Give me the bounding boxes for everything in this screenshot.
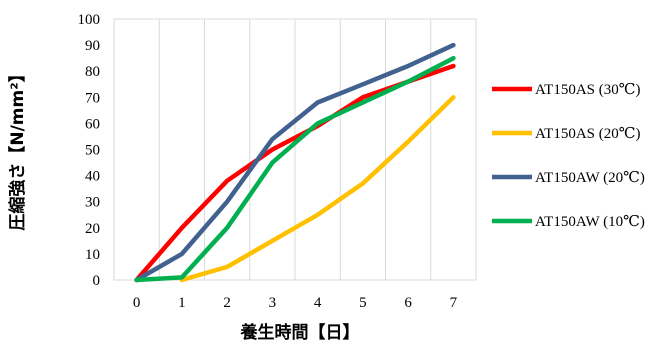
plot-border (113, 18, 477, 281)
axes (113, 18, 477, 281)
legend-label: AT150AS (30℃) (535, 82, 641, 98)
y-tick-label: 80 (85, 64, 100, 80)
series-line (134, 42, 456, 283)
y-tick-label: 100 (78, 12, 101, 28)
x-tick-label: 2 (223, 295, 231, 311)
series-line (134, 55, 456, 283)
x-tick-label: 4 (314, 295, 322, 311)
y-axis-label: 圧縮強さ【N/mm²】 (7, 65, 28, 230)
x-tick-label: 0 (133, 295, 141, 311)
y-tick-label: 30 (85, 195, 100, 211)
legend-label: AT150AW (20℃) (535, 170, 645, 186)
y-tick-label: 0 (93, 273, 101, 289)
legend: AT150AS (30℃) AT150AS (20℃) AT150AW (20℃) A… (492, 82, 645, 230)
series-line (179, 95, 456, 283)
legend-label: AT150AW (10℃) (535, 214, 645, 230)
x-tick-label: 7 (450, 295, 458, 311)
y-tick-label: 20 (85, 221, 100, 237)
x-axis-label: 養生時間【日】 (240, 322, 360, 343)
y-tick-label: 40 (85, 169, 100, 185)
y-tick-label: 70 (85, 90, 100, 106)
y-tick-labels: 0 10 20 30 40 50 60 70 80 90 100 (78, 12, 101, 289)
x-tick-labels: 0 1 2 3 4 5 6 7 (133, 295, 458, 311)
y-tick-label: 10 (85, 247, 100, 263)
x-tick-label: 3 (269, 295, 277, 311)
y-tick-label: 50 (85, 143, 100, 159)
x-tick-label: 6 (404, 295, 412, 311)
y-tick-label: 90 (85, 38, 100, 54)
series-lines (134, 42, 456, 283)
y-tick-label: 60 (85, 116, 100, 132)
x-tick-label: 5 (359, 295, 367, 311)
grid-lines (158, 19, 432, 280)
legend-label: AT150AS (20℃) (535, 126, 641, 142)
x-tick-label: 1 (178, 295, 186, 311)
